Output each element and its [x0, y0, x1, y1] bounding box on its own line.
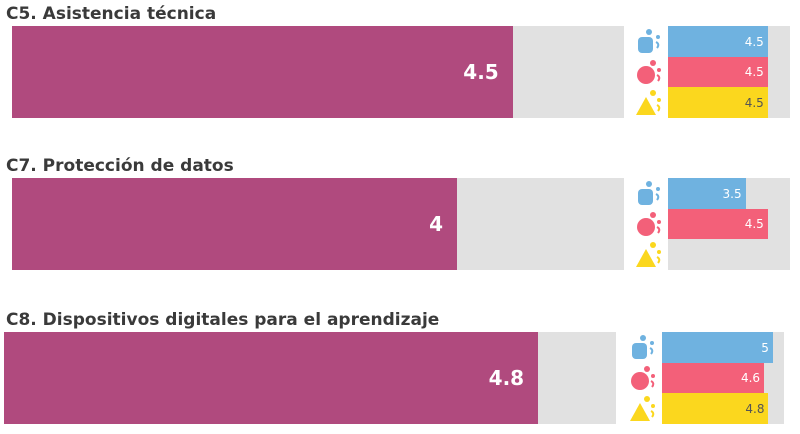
overall-bar-track: 4.5	[12, 26, 624, 118]
teachers-bar	[662, 332, 773, 364]
teachers-icon	[630, 334, 656, 362]
students-bar	[668, 56, 768, 88]
overall-bar	[12, 178, 458, 270]
overall-bar	[12, 26, 513, 118]
leaders-value-label: 4.5	[744, 95, 764, 110]
teachers-value-label: 4.5	[744, 34, 764, 49]
chart-title: C5. Asistencia técnica	[6, 4, 217, 24]
students-icon	[630, 365, 656, 393]
teachers-value-label: 3.5	[722, 186, 742, 201]
students-bar-track: 4.5	[668, 208, 790, 240]
students-icon	[636, 59, 662, 87]
students-bar	[668, 208, 768, 240]
leaders-value-label: 4.8	[745, 401, 765, 416]
students-value-label: 4.5	[744, 65, 764, 80]
teachers-bar-track: 3.5	[668, 178, 790, 210]
students-bar-track: 4.6	[662, 362, 784, 394]
chart-block-2: C7. Protección de datos 4 3.5 4.5	[0, 156, 800, 280]
leaders-bar	[662, 393, 769, 425]
overall-bar-track: 4	[12, 178, 624, 270]
teachers-value-label: 5	[761, 340, 769, 355]
chart-block-1: C5. Asistencia técnica 4.5 4.5 4.5 4.5	[0, 4, 800, 128]
students-value-label: 4.6	[740, 371, 761, 386]
teachers-bar	[668, 178, 746, 210]
overall-bar	[4, 332, 539, 424]
students-bar	[662, 362, 765, 394]
leaders-icon	[636, 89, 662, 117]
students-bar-track: 4.5	[668, 56, 790, 88]
leaders-bar-track: 4.5	[668, 87, 790, 119]
overall-value-label: 4	[429, 212, 444, 236]
leaders-icon	[636, 241, 662, 269]
overall-bar-track: 4.8	[4, 332, 616, 424]
teachers-bar	[668, 26, 768, 58]
leaders-bar	[668, 87, 768, 119]
teachers-icon	[636, 28, 662, 56]
leaders-bar-track: 4.8	[662, 393, 784, 425]
teachers-bar-track: 5	[662, 332, 784, 364]
leaders-bar-track	[668, 239, 790, 271]
leaders-icon	[630, 395, 656, 423]
overall-value-label: 4.8	[488, 366, 525, 390]
chart-title: C8. Dispositivos digitales para el apren…	[6, 310, 440, 330]
teachers-bar-track: 4.5	[668, 26, 790, 58]
teachers-icon	[636, 180, 662, 208]
chart-block-3: C8. Dispositivos digitales para el apren…	[0, 310, 800, 434]
students-value-label: 4.5	[744, 217, 764, 232]
chart-title: C7. Protección de datos	[6, 156, 234, 176]
students-icon	[636, 211, 662, 239]
overall-value-label: 4.5	[463, 60, 499, 84]
